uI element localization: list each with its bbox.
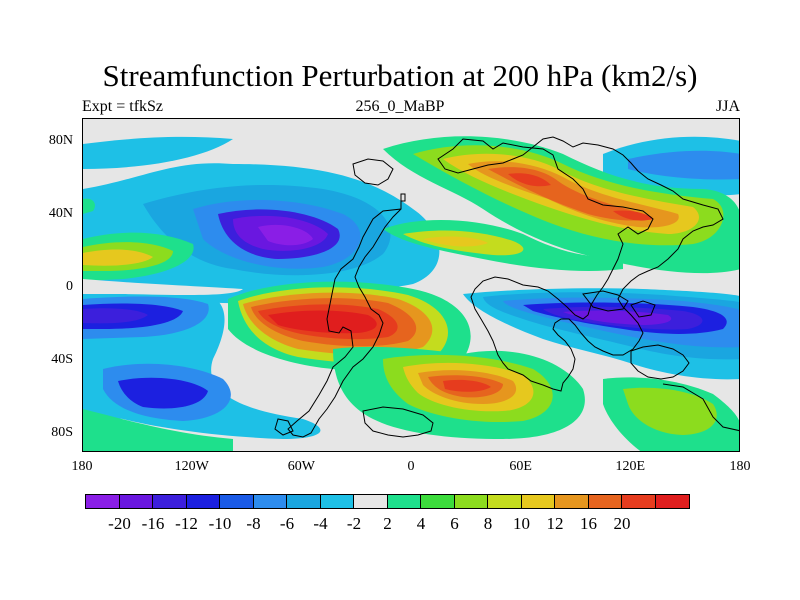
colorbar-label: 8 <box>483 514 493 533</box>
colorbar <box>85 494 690 509</box>
colorbar-box <box>119 495 153 508</box>
colorbar-box <box>320 495 354 508</box>
colorbar-box <box>253 495 287 508</box>
colorbar-label: 16 <box>580 514 597 533</box>
colorbar-box <box>186 495 220 508</box>
coastlines <box>274 136 739 438</box>
lon-tick-180e: 180 <box>729 459 751 474</box>
contour-map <box>83 119 739 451</box>
positive-anomaly-east-pacific <box>83 198 194 281</box>
colorbar-box <box>454 495 488 508</box>
colorbar-box <box>153 495 187 508</box>
greenland-outline <box>352 158 394 186</box>
positive-anomaly-tropical-band <box>383 219 623 271</box>
colorbar-box <box>521 495 555 508</box>
colorbar-box <box>354 495 388 508</box>
plot-title: Streamfunction Perturbation at 200 hPa (… <box>102 58 698 93</box>
colorbar-box <box>622 495 656 508</box>
colorbar-label: -4 <box>313 514 328 533</box>
lon-tick-120w: 120W <box>174 459 209 474</box>
lon-tick-0: 0 <box>407 459 415 474</box>
colorbar-box <box>287 495 321 508</box>
lon-tick-60e: 60E <box>509 459 532 474</box>
australia-outline <box>630 344 690 380</box>
lat-tick-80s: 80S <box>51 425 73 440</box>
colorbar-label: -10 <box>208 514 232 533</box>
lon-tick-120e: 120E <box>615 459 646 474</box>
colorbar-box <box>387 495 421 508</box>
colorbar-label: -12 <box>175 514 198 533</box>
colorbar-box <box>488 495 522 508</box>
colorbar-box <box>220 495 254 508</box>
colorbar-label: 6 <box>450 514 459 533</box>
colorbar-label: 20 <box>613 514 631 533</box>
lat-tick-40s: 40S <box>51 352 73 367</box>
colorbar-label: 4 <box>416 514 426 533</box>
experiment-label: Expt = tfkSz <box>82 98 164 115</box>
antarctica-outline <box>362 406 434 438</box>
positive-anomaly-eurasia <box>383 136 739 274</box>
positive-anomaly-south-pacific-east <box>83 377 739 451</box>
lon-tick-60w: 60W <box>287 459 315 474</box>
lat-tick-0: 0 <box>66 279 73 294</box>
colorbar-label: -20 <box>108 514 131 533</box>
colorbar-label: 2 <box>383 514 392 533</box>
season-label: JJA <box>715 98 740 115</box>
colorbar-label: -16 <box>141 514 165 533</box>
colorbar-box <box>86 495 120 508</box>
run-label: 256_0_MaBP <box>355 98 445 115</box>
colorbar-label: -2 <box>346 514 362 533</box>
colorbar-label: 12 <box>546 514 564 533</box>
colorbar-box <box>655 495 689 508</box>
colorbar-box <box>555 495 589 508</box>
americas-outline <box>287 193 406 438</box>
colorbar-box <box>421 495 455 508</box>
positive-anomaly-southern-indian <box>333 346 585 439</box>
colorbar-label: -8 <box>246 514 261 533</box>
colorbar-box <box>588 495 622 508</box>
lat-tick-80n: 80N <box>48 133 73 148</box>
lat-tick-40n: 40N <box>48 206 73 221</box>
negative-anomaly-southern-east <box>463 288 739 380</box>
colorbar-label: 10 <box>513 514 530 533</box>
map-panel <box>82 118 740 452</box>
colorbar-label: -6 <box>279 514 295 533</box>
eurasia-africa-outline <box>437 136 724 392</box>
negative-anomaly-arctic-west <box>83 136 233 169</box>
lon-tick-180w: 180 <box>71 459 93 474</box>
negative-anomaly-south-pacific <box>83 291 321 439</box>
